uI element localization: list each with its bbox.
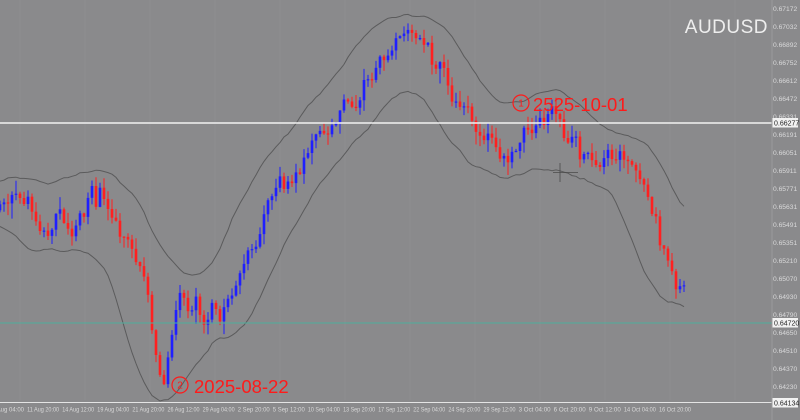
svg-text:0.64650: 0.64650 (773, 330, 797, 337)
svg-text:0.65070: 0.65070 (773, 276, 797, 283)
svg-text:0.65911: 0.65911 (773, 168, 797, 175)
svg-text:0.66191: 0.66191 (773, 132, 797, 139)
svg-text:2: 2 (177, 381, 183, 392)
svg-text:21 Aug 20:00: 21 Aug 20:00 (132, 408, 165, 414)
svg-text:14 Oct 04:00: 14 Oct 04:00 (624, 408, 657, 414)
svg-text:0.64134: 0.64134 (774, 401, 799, 408)
svg-text:3 Oct 04:00: 3 Oct 04:00 (519, 408, 552, 414)
svg-text:0.64370: 0.64370 (773, 366, 797, 373)
svg-text:17 Sep 12:00: 17 Sep 12:00 (378, 408, 411, 414)
svg-text:5 Sep 12:00: 5 Sep 12:00 (273, 408, 306, 414)
svg-text:24 Sep 20:00: 24 Sep 20:00 (448, 408, 481, 414)
svg-text:2025-08-22: 2025-08-22 (194, 376, 289, 397)
svg-text:29 Sep 12:00: 29 Sep 12:00 (484, 408, 517, 414)
svg-text:2 Sep 20:00: 2 Sep 20:00 (238, 408, 271, 414)
svg-text:22 Sep 04:00: 22 Sep 04:00 (413, 408, 446, 414)
svg-text:0.64230: 0.64230 (773, 384, 797, 391)
svg-text:0.67032: 0.67032 (773, 24, 797, 31)
svg-text:9 Oct 12:00: 9 Oct 12:00 (589, 408, 622, 414)
svg-text:0.65491: 0.65491 (773, 222, 797, 229)
svg-text:0.66892: 0.66892 (773, 42, 797, 49)
svg-text:13 Sep 20:00: 13 Sep 20:00 (343, 408, 376, 414)
svg-text:0.65631: 0.65631 (773, 204, 797, 211)
svg-text:11 Aug 20:00: 11 Aug 20:00 (27, 408, 60, 414)
svg-text:1: 1 (518, 99, 524, 110)
svg-text:16 Oct 20:00: 16 Oct 20:00 (659, 408, 692, 414)
svg-text:0.65351: 0.65351 (773, 240, 797, 247)
svg-text:0.66277: 0.66277 (774, 121, 799, 128)
svg-text:0.65210: 0.65210 (773, 258, 797, 265)
svg-text:0.64510: 0.64510 (773, 348, 797, 355)
svg-text:8 Aug 04:00: 8 Aug 04:00 (0, 408, 25, 414)
svg-text:0.66051: 0.66051 (773, 150, 797, 157)
svg-text:2525-10-01: 2525-10-01 (533, 94, 628, 115)
svg-text:0.67172: 0.67172 (773, 6, 797, 13)
svg-text:0.64720: 0.64720 (774, 321, 799, 328)
svg-text:10 Sep 04:00: 10 Sep 04:00 (308, 408, 341, 414)
svg-text:0.64790: 0.64790 (773, 312, 797, 319)
svg-text:29 Aug 04:00: 29 Aug 04:00 (203, 408, 236, 414)
svg-text:0.66472: 0.66472 (773, 96, 797, 103)
svg-text:0.66752: 0.66752 (773, 60, 797, 67)
svg-text:26 Aug 12:00: 26 Aug 12:00 (168, 408, 201, 414)
svg-text:0.66612: 0.66612 (773, 78, 797, 85)
svg-text:0.65771: 0.65771 (773, 186, 797, 193)
svg-text:14 Aug 12:00: 14 Aug 12:00 (62, 408, 95, 414)
svg-text:0.64930: 0.64930 (773, 294, 797, 301)
svg-text:6 Oct 20:00: 6 Oct 20:00 (554, 408, 587, 414)
svg-text:19 Aug 04:00: 19 Aug 04:00 (97, 408, 130, 414)
